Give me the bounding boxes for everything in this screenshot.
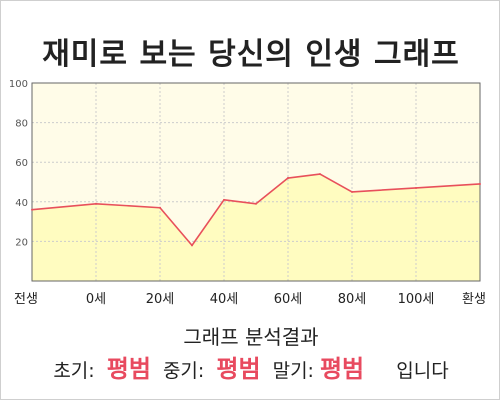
x-tick-label: 0세 bbox=[86, 292, 106, 307]
x-tick-label: 환생 bbox=[462, 292, 486, 307]
early-period-result: 평범 bbox=[106, 355, 151, 383]
life-graph-chart: 20 40 60 80 100 전생 0세 20세 40세 60세 80세 100세 환생 bbox=[9, 79, 486, 307]
x-tick-label: 100세 bbox=[398, 292, 435, 307]
data-point bbox=[479, 182, 481, 185]
data-point bbox=[95, 202, 97, 205]
page-title: 재미로 보는 당신의 인생 그래프 bbox=[42, 37, 460, 72]
y-tick-label: 80 bbox=[15, 119, 28, 130]
data-point bbox=[223, 198, 225, 201]
analysis-heading: 그래프 분석결과 bbox=[183, 325, 319, 349]
mid-period-label: 중기: bbox=[162, 360, 205, 382]
analysis-result-line: 초기: 평범 중기: 평범 말기: 평범 입니다 bbox=[1, 349, 500, 384]
data-point bbox=[31, 208, 33, 211]
y-tick-label: 100 bbox=[9, 79, 28, 90]
x-tick-label: 전생 bbox=[14, 292, 38, 307]
data-point bbox=[415, 186, 417, 189]
x-tick-label: 40세 bbox=[210, 292, 239, 307]
y-tick-label: 40 bbox=[15, 198, 28, 209]
late-period-label: 말기: bbox=[272, 360, 314, 382]
data-point bbox=[287, 177, 289, 180]
data-point bbox=[159, 206, 161, 209]
y-tick-label: 20 bbox=[15, 237, 28, 248]
mid-period-result: 평범 bbox=[216, 355, 261, 383]
x-tick-label: 60세 bbox=[274, 292, 303, 307]
area-fill bbox=[32, 174, 480, 281]
x-tick-label: 20세 bbox=[146, 292, 175, 307]
result-ending: 입니다 bbox=[396, 360, 449, 382]
early-period-label: 초기: bbox=[53, 360, 95, 382]
y-tick-label: 60 bbox=[15, 158, 28, 169]
data-point bbox=[351, 190, 353, 193]
data-point bbox=[191, 244, 193, 247]
plot-border bbox=[31, 82, 481, 282]
x-tick-label: 80세 bbox=[338, 292, 367, 307]
data-point bbox=[255, 202, 257, 205]
late-period-result: 평범 bbox=[319, 355, 365, 383]
data-point bbox=[319, 173, 321, 176]
